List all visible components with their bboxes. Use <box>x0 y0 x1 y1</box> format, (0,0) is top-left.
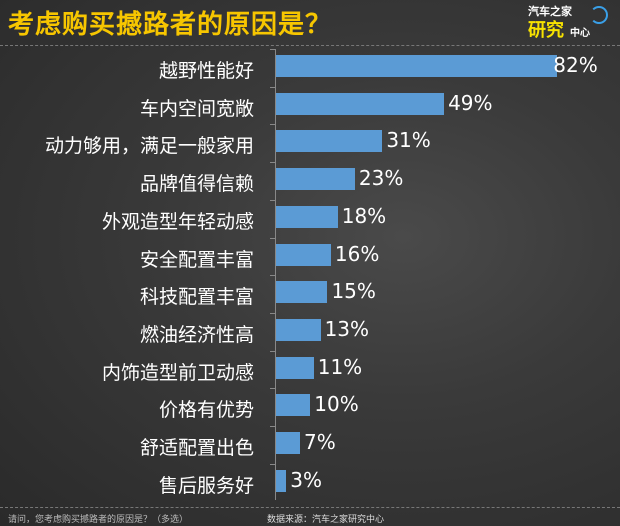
value-label: 49% <box>448 90 493 115</box>
category-label: 越野性能好 <box>158 60 254 82</box>
bar-row: 科技配置丰富 15% <box>0 275 620 313</box>
logo-swirl-icon <box>590 6 608 24</box>
axis-tick <box>270 199 276 201</box>
value-label: 82% <box>553 53 598 77</box>
category-label: 燃油经济性高 <box>139 323 254 346</box>
bar-row: 越野性能好 82% <box>0 49 620 87</box>
axis-tick <box>270 426 276 427</box>
value-label: 10% <box>314 392 359 417</box>
header-divider <box>0 45 620 46</box>
category-label: 车内空间宽敞 <box>139 97 254 120</box>
category-label: 舒适配置出色 <box>139 437 254 459</box>
autohome-research-logo: 汽车之家 研究 中心 <box>524 2 614 41</box>
category-label: 外观造型年轻动感 <box>101 210 254 233</box>
axis-tick <box>270 463 276 465</box>
value-label: 3% <box>290 467 323 492</box>
bar <box>276 55 558 77</box>
bar-row: 品牌值得信赖 23% <box>0 162 620 200</box>
category-label: 动力够用，满足一般家用 <box>44 135 254 158</box>
axis-tick <box>270 86 276 88</box>
value-label: 15% <box>331 279 376 304</box>
value-label: 11% <box>317 354 363 379</box>
bar <box>276 394 311 417</box>
axis-tick <box>270 237 276 239</box>
bar <box>276 281 328 304</box>
value-label: 16% <box>334 241 380 266</box>
logo-line1: 汽车之家 <box>528 5 572 18</box>
bar-row: 价格有优势 10% <box>0 388 620 426</box>
bar <box>276 318 321 341</box>
axis-tick <box>270 162 276 164</box>
bar <box>276 92 445 115</box>
value-label: 18% <box>341 203 387 228</box>
bar <box>276 205 338 228</box>
axis-tick <box>270 350 276 352</box>
bar-row: 动力够用，满足一般家用 31% <box>0 124 620 162</box>
axis-tick <box>270 49 276 50</box>
footer-divider <box>0 507 620 508</box>
category-label: 安全配置丰富 <box>139 248 254 271</box>
bar-row: 舒适配置出色 7% <box>0 426 620 464</box>
category-label: 科技配置丰富 <box>139 286 254 309</box>
y-axis-line <box>275 50 276 500</box>
value-label: 7% <box>304 430 336 454</box>
value-label: 13% <box>324 316 370 341</box>
chart-title: 考虑购买撼路者的原因是？ <box>8 10 333 40</box>
bar-row: 外观造型年轻动感 18% <box>0 199 620 238</box>
category-label: 价格有优势 <box>158 399 254 422</box>
bar <box>276 243 331 266</box>
bar-row: 售后服务好 3% <box>0 463 620 502</box>
axis-tick <box>270 124 276 126</box>
bar-row: 安全配置丰富 16% <box>0 237 620 276</box>
bar-row: 燃油经济性高 13% <box>0 312 620 351</box>
value-label: 31% <box>386 128 431 153</box>
category-label: 售后服务好 <box>158 474 254 497</box>
value-label: 23% <box>358 166 404 191</box>
category-label: 内饰造型前卫动感 <box>101 361 254 384</box>
axis-tick <box>270 388 276 390</box>
logo-line3: 中心 <box>570 28 590 39</box>
logo-line2: 研究 <box>528 20 564 41</box>
axis-tick <box>270 312 276 314</box>
bar <box>276 432 300 454</box>
bar-row: 内饰造型前卫动感 11% <box>0 350 620 389</box>
axis-tick <box>270 275 276 277</box>
bar-row: 车内空间宽敞 49% <box>0 86 620 125</box>
survey-question-note: 请问，您考虑购买撼路者的原因是？（多选） <box>8 515 189 525</box>
bar <box>276 469 287 492</box>
data-source-note: 数据来源：汽车之家研究中心 <box>267 515 385 525</box>
bar <box>276 356 314 379</box>
bar <box>276 168 355 191</box>
category-label: 品牌值得信赖 <box>139 173 254 196</box>
bar <box>276 130 383 153</box>
